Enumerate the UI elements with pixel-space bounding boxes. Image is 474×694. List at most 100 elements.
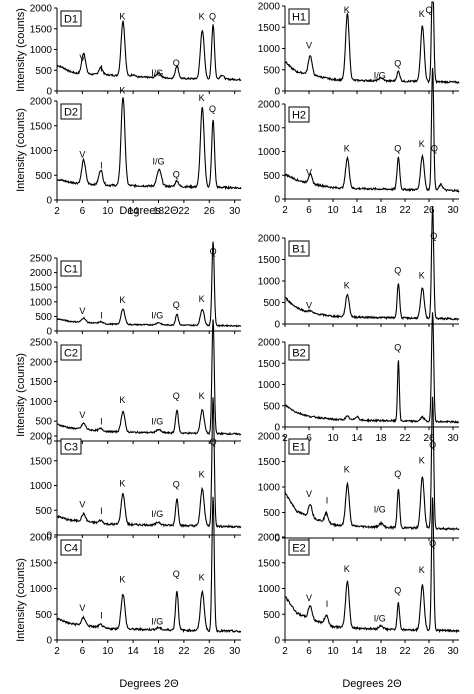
- x-tick-label: 14: [351, 205, 363, 216]
- x-tick-label: 18: [153, 646, 165, 657]
- peak-label: I/G: [153, 156, 165, 166]
- x-tick-label: 6: [80, 206, 86, 217]
- series-line-h1: [284, 1, 460, 85]
- panel-label-box: [288, 539, 310, 556]
- series-line-b2: [284, 312, 460, 424]
- peak-label: I/G: [374, 70, 386, 80]
- peak-label: Q: [173, 300, 180, 310]
- y-tick-label: 500: [35, 506, 52, 517]
- peak-label: V: [79, 410, 85, 420]
- x-tick-label: 6: [306, 205, 312, 216]
- peak-label: V: [79, 149, 85, 159]
- y-tick-label: 1500: [30, 283, 53, 294]
- peak-label: K: [344, 281, 350, 291]
- peak-label: K: [119, 12, 125, 22]
- series-line-c1: [56, 241, 242, 328]
- x-tick-label: 10: [327, 433, 339, 444]
- y-tick-label: 1000: [30, 146, 53, 157]
- peak-label: K: [199, 391, 205, 401]
- y-tick-label: 0: [274, 636, 280, 647]
- y-axis-label: Intensity (counts): [15, 8, 27, 92]
- y-tick-label: 500: [35, 417, 52, 428]
- panel-label: E1: [292, 442, 305, 454]
- panel-label-box: [60, 103, 82, 120]
- peak-label: V: [306, 489, 312, 499]
- y-tick-label: 1500: [30, 24, 53, 35]
- y-tick-label: 1000: [30, 584, 53, 595]
- peak-label: I: [100, 416, 103, 426]
- peak-label: K: [199, 93, 205, 103]
- x-tick-label: 22: [399, 433, 411, 444]
- y-tick-label: 0: [46, 531, 52, 542]
- x-tick-label: 26: [423, 646, 435, 657]
- peak-label: I: [326, 495, 329, 505]
- y-tick-label: 1500: [30, 558, 53, 569]
- peak-label: Q: [209, 12, 216, 22]
- y-tick-label: 1500: [30, 456, 53, 467]
- y-tick-label: 0: [274, 195, 280, 206]
- panel-label: D1: [64, 14, 78, 26]
- x-tick-label: 26: [423, 205, 435, 216]
- y-tick-label: 1500: [258, 23, 281, 34]
- x-tick-label: 30: [447, 646, 459, 657]
- peak-label: K: [419, 9, 425, 19]
- peak-label: K: [199, 12, 205, 22]
- y-tick-label: 1000: [30, 45, 53, 56]
- y-tick-label: 500: [263, 65, 280, 76]
- x-tick-label: 18: [153, 206, 165, 217]
- peak-label: I/G: [151, 311, 163, 321]
- peak-label: K: [119, 478, 125, 488]
- y-tick-label: 500: [263, 298, 280, 309]
- y-tick-label: 2000: [258, 338, 281, 349]
- y-tick-label: 0: [274, 534, 280, 545]
- panel-label: D2: [64, 107, 78, 119]
- panel-label: C2: [64, 348, 78, 360]
- panel-label-box: [288, 438, 310, 455]
- series-line-d2: [56, 97, 242, 191]
- panel-c2: 0 500 1000 1500 2000 2500 C2 V I K I/G Q K Intensity …: [15, 319, 242, 448]
- y-tick-label: 500: [263, 401, 280, 412]
- y-tick-label: 2000: [30, 268, 53, 279]
- panel-label-box: [288, 8, 310, 25]
- x-tick-label: 10: [327, 205, 339, 216]
- y-tick-label: 0: [274, 320, 280, 331]
- peak-label: I/G: [151, 416, 163, 426]
- panel-label: C4: [64, 543, 78, 555]
- x-tick-label: 22: [399, 646, 411, 657]
- x-tick-label: 10: [327, 646, 339, 657]
- peak-label: K: [344, 144, 350, 154]
- panel-label: B1: [292, 244, 305, 256]
- peak-label: Q: [173, 58, 180, 68]
- y-tick-label: 2000: [30, 97, 53, 108]
- panel-label-box: [288, 344, 310, 361]
- peak-label: Q: [173, 391, 180, 401]
- panel-label-box: [60, 438, 82, 455]
- peak-label: K: [419, 565, 425, 575]
- peak-label: K: [119, 295, 125, 305]
- peak-label: I: [100, 610, 103, 620]
- panel-c1: 0 500 1000 1500 2000 2500 C1 V I K I/G Q K Q: [30, 241, 242, 338]
- peak-label: V: [306, 41, 312, 51]
- panel-label-box: [60, 539, 82, 556]
- peak-label: Q: [425, 5, 432, 15]
- x-tick-label: 6: [306, 646, 312, 657]
- peak-label: V: [306, 593, 312, 603]
- y-tick-label: 0: [46, 327, 52, 338]
- panel-label: C3: [64, 442, 78, 454]
- peak-label: I/G: [151, 617, 163, 627]
- peak-label: V: [79, 603, 85, 613]
- panel-label-box: [60, 344, 82, 361]
- peak-label: K: [199, 470, 205, 480]
- x-tick-label: 26: [423, 433, 435, 444]
- x-tick-label: 2: [282, 646, 288, 657]
- peak-label: K: [199, 572, 205, 582]
- y-tick-label: 1500: [30, 377, 53, 388]
- y-tick-label: 1000: [30, 297, 53, 308]
- x-axis-label: Degrees 2Θ: [119, 205, 179, 217]
- y-tick-label: 2000: [30, 432, 53, 443]
- x-tick-label: 30: [229, 646, 241, 657]
- peak-label: Q: [394, 469, 401, 479]
